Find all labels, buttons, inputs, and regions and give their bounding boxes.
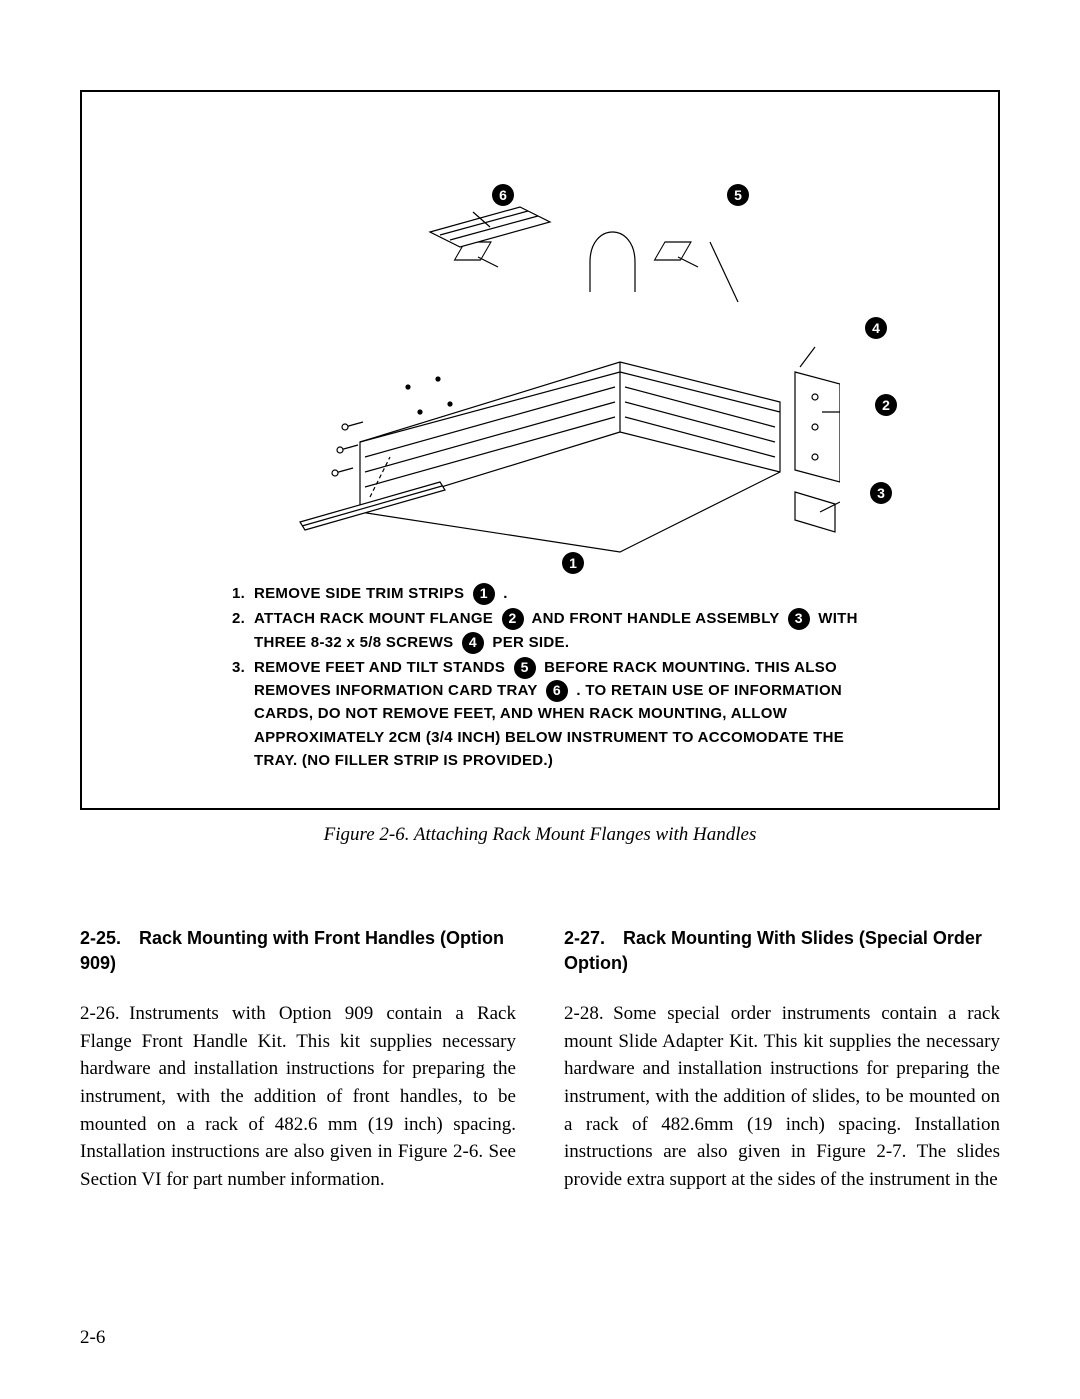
callout-4: 4: [865, 317, 887, 339]
step2-a: ATTACH RACK MOUNT FLANGE: [254, 610, 493, 627]
inline-callout-1: 1: [473, 583, 495, 605]
callout-6: 6: [492, 184, 514, 206]
step3-a: REMOVE FEET AND TILT STANDS: [254, 659, 505, 676]
callout-1: 1: [562, 552, 584, 574]
section-2-25-heading: 2-25. Rack Mounting with Front Handles (…: [80, 926, 516, 976]
rack-mount-diagram: [240, 112, 840, 582]
right-column: 2-27. Rack Mounting With Slides (Special…: [564, 926, 1000, 1193]
callout-3: 3: [870, 482, 892, 504]
callout-2: 2: [875, 394, 897, 416]
inline-callout-4: 4: [462, 632, 484, 654]
figure-instructions: 1. REMOVE SIDE TRIM STRIPS 1 . 2. ATTACH…: [102, 582, 978, 772]
figure-caption: Figure 2-6. Attaching Rack Mount Flanges…: [80, 824, 1000, 846]
section-2-26-body: 2-26. Instruments with Option 909 contai…: [80, 1000, 516, 1193]
text-columns: 2-25. Rack Mounting with Front Handles (…: [80, 926, 1000, 1193]
step1-num: 1.: [232, 582, 254, 605]
figure-box: 1 2 3 4 5 6 1. REMOVE SIDE TRIM STRIPS 1…: [80, 90, 1000, 810]
inline-callout-2: 2: [502, 608, 524, 630]
page-number: 2-6: [80, 1327, 105, 1349]
diagram-area: 1 2 3 4 5 6: [102, 112, 978, 582]
step2-d: PER SIDE.: [492, 634, 569, 651]
step1-a: REMOVE SIDE TRIM STRIPS: [254, 585, 464, 602]
step2-b: AND FRONT HANDLE ASSEMBLY: [532, 610, 780, 627]
step2-num: 2.: [232, 607, 254, 630]
step2-text: ATTACH RACK MOUNT FLANGE 2 AND FRONT HAN…: [254, 607, 868, 654]
section-2-27-heading: 2-27. Rack Mounting With Slides (Special…: [564, 926, 1000, 976]
inline-callout-6: 6: [546, 680, 568, 702]
step3-num: 3.: [232, 656, 254, 679]
section-2-28-body: 2-28. Some special order instruments con…: [564, 1000, 1000, 1193]
inline-callout-3: 3: [788, 608, 810, 630]
callout-5: 5: [727, 184, 749, 206]
step3-text: REMOVE FEET AND TILT STANDS 5 BEFORE RAC…: [254, 656, 868, 772]
left-column: 2-25. Rack Mounting with Front Handles (…: [80, 926, 516, 1193]
step1-text: REMOVE SIDE TRIM STRIPS 1 .: [254, 582, 868, 605]
step1-b: .: [503, 585, 507, 602]
inline-callout-5: 5: [514, 657, 536, 679]
